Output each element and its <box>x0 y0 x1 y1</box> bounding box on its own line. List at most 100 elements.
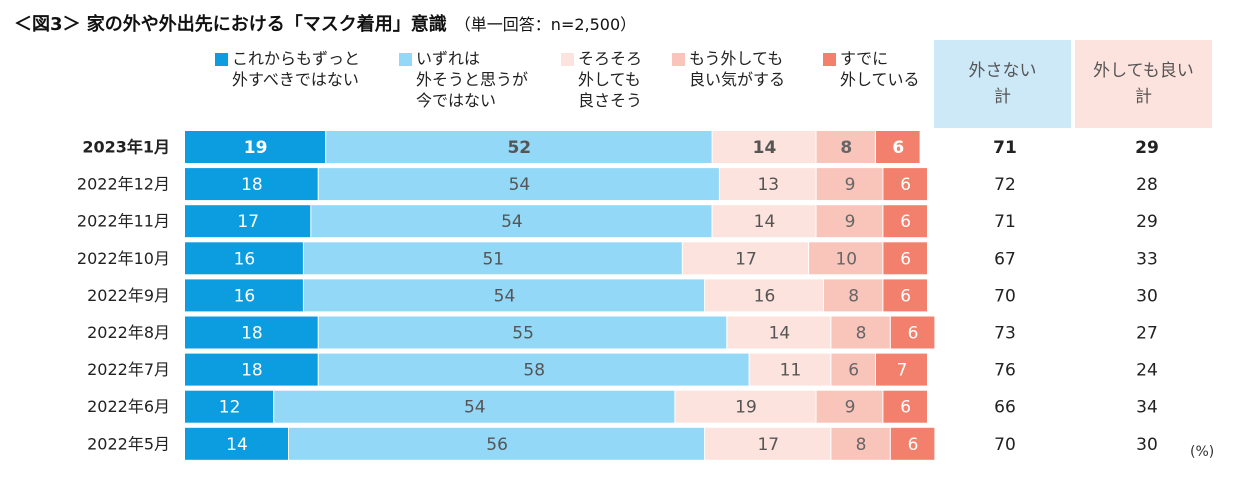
data-label-4: 9 <box>845 175 856 195</box>
row-label: 2022年8月 <box>87 323 170 342</box>
bar-segment-4 <box>831 316 890 349</box>
total-keep-mask: 70 <box>994 435 1016 455</box>
total-keep-mask: 76 <box>994 361 1016 381</box>
data-label-4: 8 <box>848 286 859 306</box>
bar-segment-2 <box>311 205 712 238</box>
legend-label-5: すでに 外している <box>840 49 920 89</box>
row-label: 2022年6月 <box>87 397 170 416</box>
data-label-2: 51 <box>482 249 504 269</box>
bar-segment-2 <box>318 316 727 349</box>
data-label-2: 54 <box>494 286 516 306</box>
bar-segment-2 <box>318 353 749 386</box>
data-label-4: 8 <box>856 324 867 344</box>
bar-segment-5 <box>883 279 927 312</box>
bar-segment-2 <box>303 242 682 275</box>
bar-segment-2 <box>318 168 719 201</box>
bar-segment-4 <box>816 131 875 163</box>
bar-segment-3 <box>675 390 816 423</box>
bar-segment-1 <box>185 168 318 201</box>
total-keep-mask: 71 <box>994 212 1016 232</box>
data-label-5: 6 <box>900 212 911 232</box>
total-remove-ok: 30 <box>1136 286 1158 306</box>
bar-segment-3 <box>720 168 816 201</box>
data-label-2: 55 <box>512 324 534 344</box>
legend-swatch-4 <box>672 53 685 66</box>
data-label-1: 17 <box>237 212 259 232</box>
bar-segment-1 <box>185 279 303 312</box>
data-label-5: 6 <box>908 324 919 344</box>
legend-item-5: すでに 外している <box>823 48 920 120</box>
total-keep-mask: 72 <box>994 175 1016 195</box>
bar-segment-3 <box>727 316 831 349</box>
data-label-2: 56 <box>486 435 508 455</box>
bar-segment-5 <box>883 168 927 201</box>
bar-segment-1 <box>185 242 303 275</box>
legend-label-2: いずれは 外そうと思うが 今ではない <box>416 49 529 110</box>
bar-segment-2 <box>274 390 675 423</box>
row-label: 2023年1月 <box>82 138 170 157</box>
chart-title-text: ＜図3＞ 家の外や外出先における「マスク着用」意識 <box>14 14 447 35</box>
bar-segment-3 <box>682 242 809 275</box>
data-label-5: 7 <box>897 361 908 381</box>
bar-segment-5 <box>883 242 927 275</box>
chart-title: ＜図3＞ 家の外や外出先における「マスク着用」意識 （単一回答：n=2,500） <box>14 10 636 36</box>
total-remove-ok: 33 <box>1136 249 1158 269</box>
data-label-4: 9 <box>845 398 856 418</box>
data-label-3: 14 <box>754 212 776 232</box>
data-label-2: 52 <box>507 138 531 158</box>
data-label-2: 54 <box>501 212 523 232</box>
data-label-3: 16 <box>754 286 776 306</box>
data-label-2: 54 <box>509 175 531 195</box>
data-label-4: 8 <box>856 435 867 455</box>
bar-segment-4 <box>816 205 883 238</box>
legend-item-1: これからもずっと 外すべきではない <box>215 48 360 120</box>
bar-segment-4 <box>809 242 883 275</box>
row-label: 2022年9月 <box>87 286 170 305</box>
data-label-3: 19 <box>735 398 757 418</box>
bar-segment-3 <box>712 131 816 163</box>
row-label: 2022年10月 <box>77 249 170 268</box>
unit-label: (%) <box>1190 444 1215 460</box>
row-label: 2022年5月 <box>87 434 170 453</box>
bar-segment-5 <box>883 205 927 238</box>
bar-segment-4 <box>816 168 883 201</box>
data-label-1: 18 <box>241 175 263 195</box>
data-label-3: 14 <box>769 324 791 344</box>
total-keep-mask: 71 <box>993 138 1017 158</box>
bar-segment-1 <box>185 205 311 238</box>
data-label-1: 18 <box>241 324 263 344</box>
data-label-2: 58 <box>523 361 545 381</box>
row-label: 2022年7月 <box>87 360 170 379</box>
bar-segment-3 <box>705 427 831 460</box>
data-label-5: 6 <box>900 286 911 306</box>
data-label-4: 8 <box>840 138 852 158</box>
legend-label-3: そろそろ 外しても 良さそう <box>578 49 643 110</box>
data-label-1: 14 <box>226 435 248 455</box>
bar-segment-5 <box>890 427 935 460</box>
legend-label-4: もう外しても 良い気がする <box>689 49 786 89</box>
bar-segment-1 <box>185 131 326 163</box>
legend-swatch-1 <box>215 53 228 66</box>
total-remove-ok: 29 <box>1135 138 1159 158</box>
data-label-3: 17 <box>757 435 779 455</box>
bar-segment-3 <box>712 205 816 238</box>
data-label-4: 6 <box>848 361 859 381</box>
total-keep-mask: 67 <box>994 249 1016 269</box>
total-remove-ok: 29 <box>1136 212 1158 232</box>
data-label-1: 16 <box>234 249 256 269</box>
legend-swatch-5 <box>823 53 836 66</box>
bar-segment-1 <box>185 316 318 349</box>
bar-segment-3 <box>705 279 823 312</box>
data-label-3: 11 <box>780 361 802 381</box>
row-label: 2022年11月 <box>77 212 170 231</box>
data-label-1: 18 <box>241 361 263 381</box>
chart-subtitle: （単一回答：n=2,500） <box>454 15 637 34</box>
legend-item-4: もう外しても 良い気がする <box>672 48 785 120</box>
bar-segment-4 <box>831 427 890 460</box>
data-label-1: 12 <box>219 398 241 418</box>
bar-segment-4 <box>831 353 875 386</box>
data-label-3: 13 <box>757 175 779 195</box>
legend-item-3: そろそろ 外しても 良さそう <box>561 48 642 120</box>
legend-item-2: いずれは 外そうと思うが 今ではない <box>399 48 528 120</box>
